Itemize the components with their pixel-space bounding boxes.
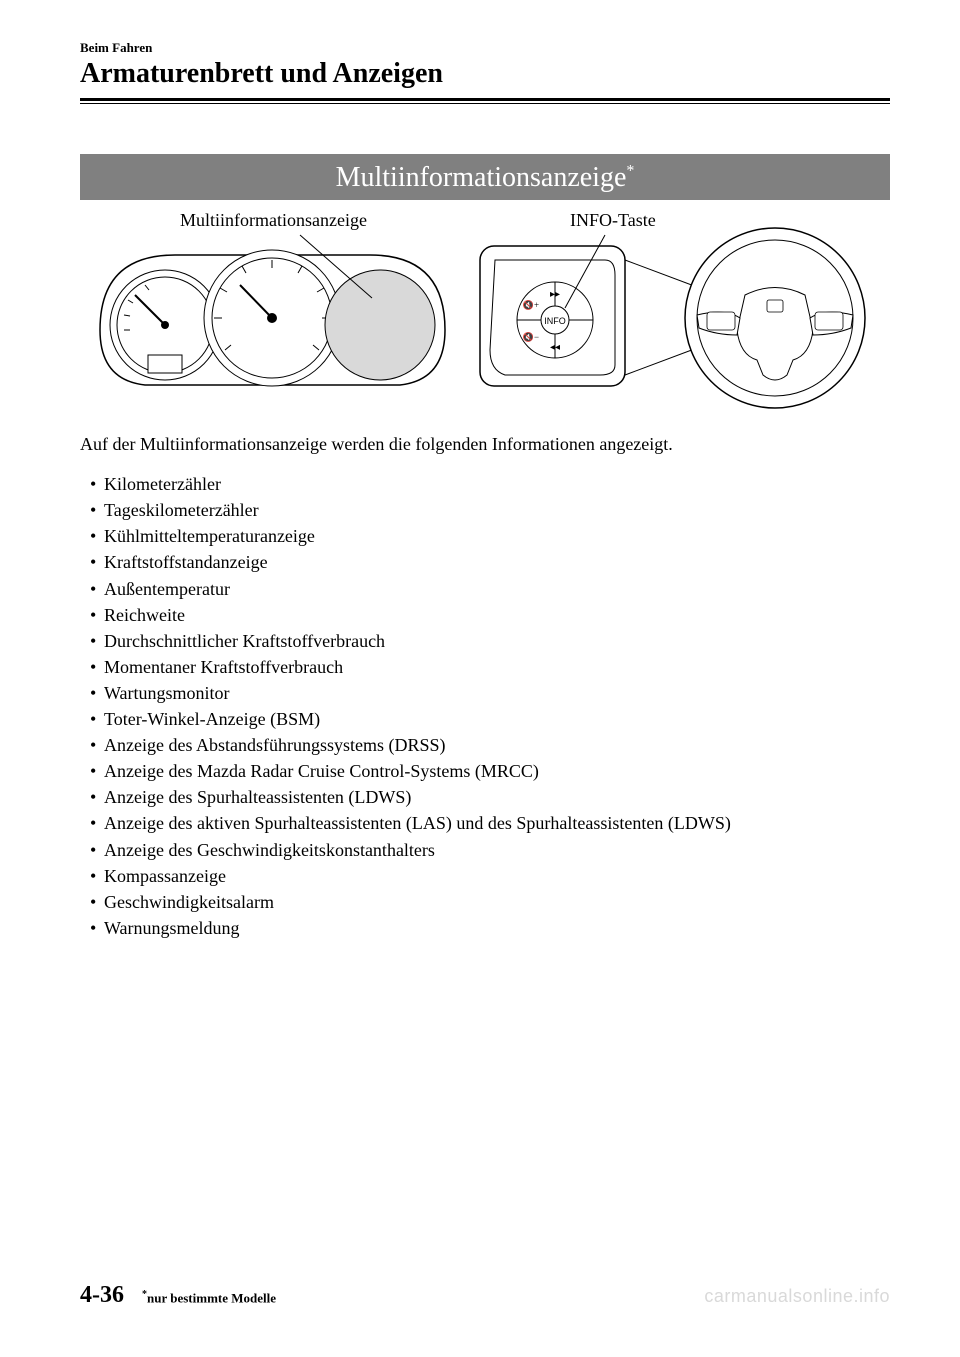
page-header: Beim Fahren Armaturenbrett und Anzeigen [80, 40, 890, 104]
list-item: Wartungsmonitor [90, 680, 890, 706]
intro-text: Auf der Multiinformationsanzeige werden … [80, 432, 890, 457]
figure-area: Multiinformationsanzeige INFO-Taste [80, 200, 890, 420]
info-button-label: INFO [544, 316, 566, 326]
list-item: Tageskilometerzähler [90, 497, 890, 523]
header-rule-thick [80, 98, 890, 101]
list-item: Außentemperatur [90, 576, 890, 602]
list-item: Momentaner Kraftstoffverbrauch [90, 654, 890, 680]
instrument-cluster-icon [100, 235, 445, 386]
footnote: *nur bestimmte Modelle [142, 1289, 276, 1306]
footnote-text: nur bestimmte Modelle [147, 1290, 276, 1305]
list-item: Kraftstoffstandanzeige [90, 549, 890, 575]
section-title-superscript: * [626, 163, 634, 180]
list-item: Anzeige des Mazda Radar Cruise Control-S… [90, 758, 890, 784]
list-item: Anzeige des Geschwindigkeitskonstanthalt… [90, 837, 890, 863]
feature-list: Kilometerzähler Tageskilometerzähler Küh… [80, 471, 890, 941]
header-title: Armaturenbrett und Anzeigen [80, 58, 890, 90]
list-item: Anzeige des Spurhalteassistenten (LDWS) [90, 784, 890, 810]
list-item: Reichweite [90, 602, 890, 628]
list-item: Kilometerzähler [90, 471, 890, 497]
header-rule-thin [80, 103, 890, 104]
section-title-bar: Multiinformationsanzeige* [80, 154, 890, 200]
list-item: Durchschnittlicher Kraftstoffverbrauch [90, 628, 890, 654]
list-item: Toter-Winkel-Anzeige (BSM) [90, 706, 890, 732]
svg-text:▸▸: ▸▸ [550, 289, 560, 300]
list-item: Kühlmitteltemperaturanzeige [90, 523, 890, 549]
page-footer: 4-36 *nur bestimmte Modelle carmanualson… [80, 1282, 890, 1309]
header-category: Beim Fahren [80, 40, 890, 56]
list-item: Anzeige des aktiven Spurhalteassistenten… [90, 810, 890, 836]
figure-svg: INFO ▸▸ ◂◂ 🔇+ 🔇− [80, 200, 890, 420]
page-number: 4-36 [80, 1282, 124, 1309]
section-title-text: Multiinformationsanzeige [336, 162, 627, 193]
footer-left: 4-36 *nur bestimmte Modelle [80, 1282, 276, 1309]
watermark: carmanualsonline.info [704, 1286, 890, 1307]
list-item: Geschwindigkeitsalarm [90, 889, 890, 915]
svg-text:◂◂: ◂◂ [550, 342, 560, 353]
list-item: Warnungsmeldung [90, 915, 890, 941]
svg-text:🔇−: 🔇− [523, 331, 539, 342]
list-item: Anzeige des Abstandsführungssystems (DRS… [90, 732, 890, 758]
steering-wheel-icon: INFO ▸▸ ◂◂ 🔇+ 🔇− [480, 228, 865, 408]
svg-text:🔇+: 🔇+ [523, 299, 539, 310]
list-item: Kompassanzeige [90, 863, 890, 889]
